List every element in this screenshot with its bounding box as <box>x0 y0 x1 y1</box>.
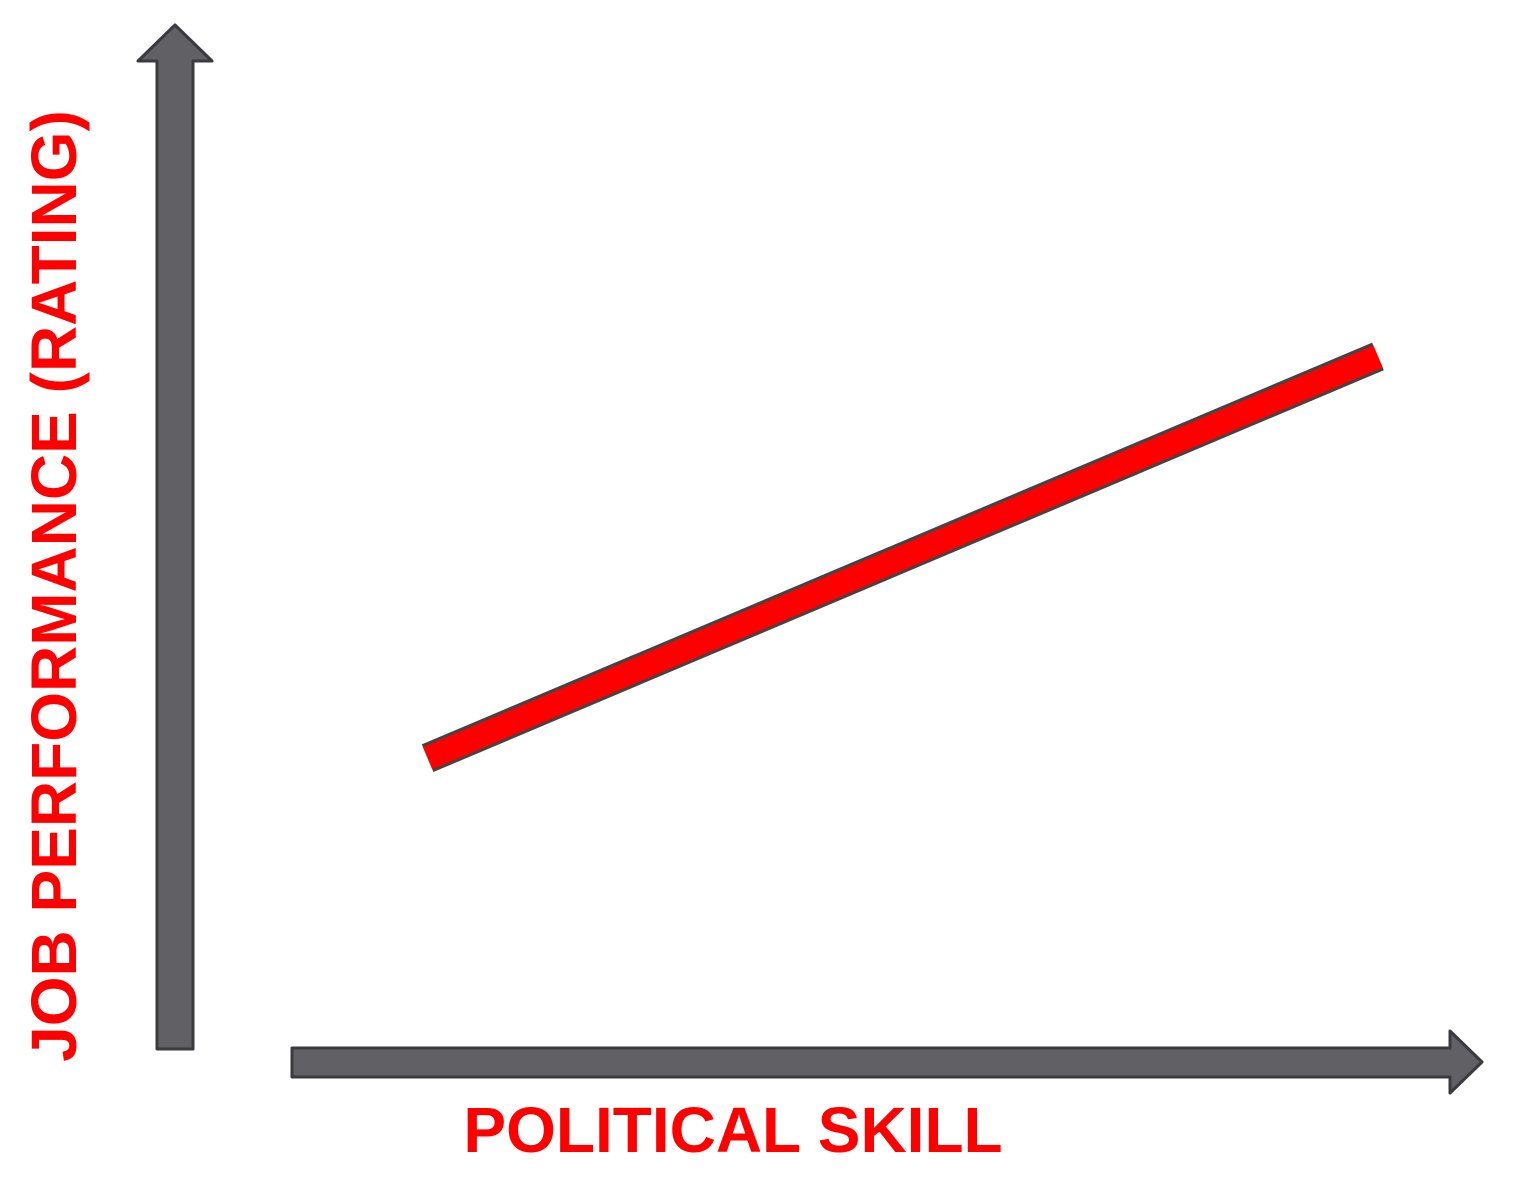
x-axis-label: POLITICAL SKILL <box>463 1094 1002 1166</box>
y-axis-label: JOB PERFORMANCE (RATING) <box>18 110 90 1062</box>
x-axis-arrow <box>290 1029 1484 1095</box>
y-axis-arrow <box>136 23 214 1051</box>
series-layer <box>421 342 1384 773</box>
series-line-0 <box>422 345 1383 770</box>
